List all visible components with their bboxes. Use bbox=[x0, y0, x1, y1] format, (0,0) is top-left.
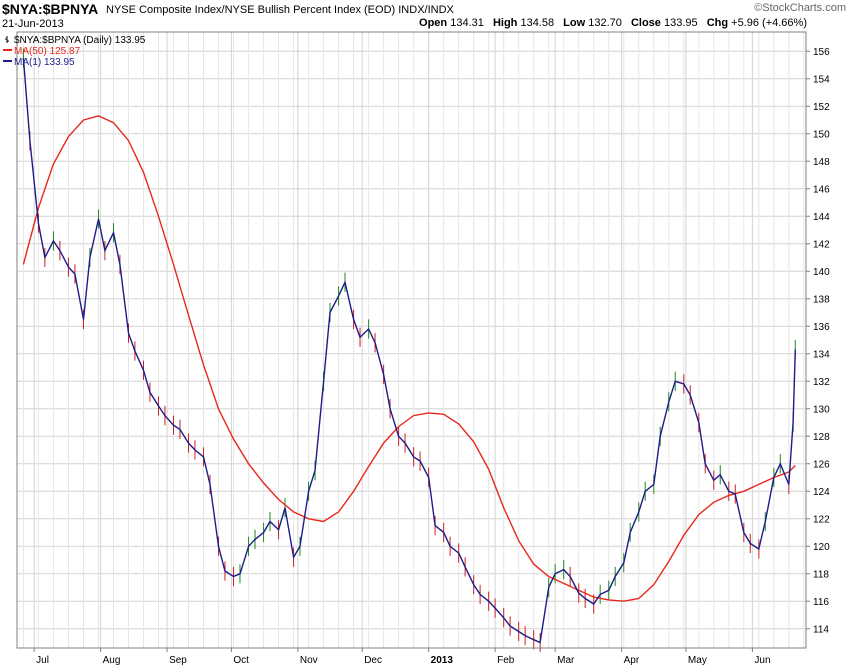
chart-date: 21-Jun-2013 bbox=[2, 18, 64, 30]
y-tick-label: 122 bbox=[813, 514, 830, 525]
y-tick-label: 128 bbox=[813, 432, 830, 443]
x-tick-label: Jun bbox=[754, 655, 770, 666]
x-tick-label: Aug bbox=[103, 655, 121, 666]
ma50-line bbox=[22, 115, 796, 602]
y-axis: 114 116 118 120 122 124 126 128 130 132 134 136 138 1… bbox=[806, 47, 830, 635]
x-axis: Jul Aug Sep Oct Nov Dec 2013 Feb Mar Apr May Jun bbox=[33, 648, 771, 666]
exchange-label: INDX/INDX bbox=[398, 4, 454, 16]
x-tick-label: Dec bbox=[364, 655, 382, 666]
y-tick-label: 146 bbox=[813, 184, 830, 195]
y-tick-label: 130 bbox=[813, 404, 830, 415]
y-tick-label: 114 bbox=[813, 624, 829, 635]
chart-symbol-title: $NYA:$BPNYA bbox=[2, 1, 99, 17]
y-tick-label: 154 bbox=[813, 74, 830, 85]
chart-description: NYSE Composite Index/NYSE Bullish Percen… bbox=[106, 4, 454, 16]
y-tick-label: 142 bbox=[813, 239, 830, 250]
y-tick-label: 116 bbox=[813, 597, 829, 608]
y-tick-label: 118 bbox=[813, 569, 829, 580]
x-tick-label: May bbox=[688, 655, 707, 666]
y-tick-label: 126 bbox=[813, 459, 830, 470]
y-tick-label: 140 bbox=[813, 267, 830, 278]
index-description: NYSE Composite Index/NYSE Bullish Percen… bbox=[106, 4, 396, 16]
open-value: 134.31 bbox=[450, 17, 484, 29]
y-tick-label: 152 bbox=[813, 102, 830, 113]
y-tick-label: 132 bbox=[813, 377, 830, 388]
y-tick-label: 144 bbox=[813, 212, 830, 223]
x-tick-label: Mar bbox=[557, 655, 575, 666]
price-line bbox=[22, 58, 796, 644]
open-label: Open bbox=[419, 17, 448, 29]
ma50-series bbox=[22, 115, 796, 602]
plot-frame bbox=[16, 31, 807, 649]
legend-entry: MA(50) 125.87 bbox=[14, 46, 81, 57]
x-tick-label: Oct bbox=[233, 655, 249, 666]
y-tick-label: 120 bbox=[813, 542, 830, 553]
y-tick-label: 150 bbox=[813, 129, 830, 140]
x-tick-label: Jul bbox=[36, 655, 49, 666]
legend-bar-icon bbox=[5, 36, 9, 43]
stockcharts-watermark: ©StockCharts.com bbox=[754, 2, 846, 14]
x-tick-label: 2013 bbox=[431, 655, 454, 666]
high-label: High bbox=[492, 17, 518, 29]
y-tick-label: 134 bbox=[813, 349, 830, 360]
x-tick-label: Sep bbox=[169, 655, 187, 666]
x-tick-label: Feb bbox=[497, 655, 515, 666]
price-series bbox=[22, 58, 796, 644]
x-tick-label: Nov bbox=[300, 655, 318, 666]
close-value: 133.95 bbox=[663, 17, 698, 29]
chg-label: Chg bbox=[706, 17, 729, 29]
chg-value: +5.96 (+4.66%) bbox=[731, 17, 807, 29]
x-tick-label: Apr bbox=[624, 655, 640, 666]
low-label: Low bbox=[563, 17, 586, 29]
grid-lines bbox=[17, 32, 806, 648]
y-tick-label: 138 bbox=[813, 294, 830, 305]
legend-entry: MA(1) 133.95 bbox=[14, 57, 75, 68]
low-value: 132.70 bbox=[588, 17, 622, 29]
y-tick-label: 156 bbox=[813, 47, 830, 58]
y-tick-label: 124 bbox=[813, 487, 830, 498]
y-tick-label: 136 bbox=[813, 322, 830, 333]
high-value: 134.58 bbox=[520, 17, 555, 29]
y-tick-label: 148 bbox=[813, 157, 830, 168]
ohlc-summary: Open 134.31 High 134.58 Low 132.70 Close… bbox=[419, 17, 807, 29]
daily-bars bbox=[22, 48, 796, 653]
legend-entry: $NYA:$BPNYA (Daily) 133.95 bbox=[14, 35, 146, 46]
close-label: Close bbox=[630, 17, 661, 29]
